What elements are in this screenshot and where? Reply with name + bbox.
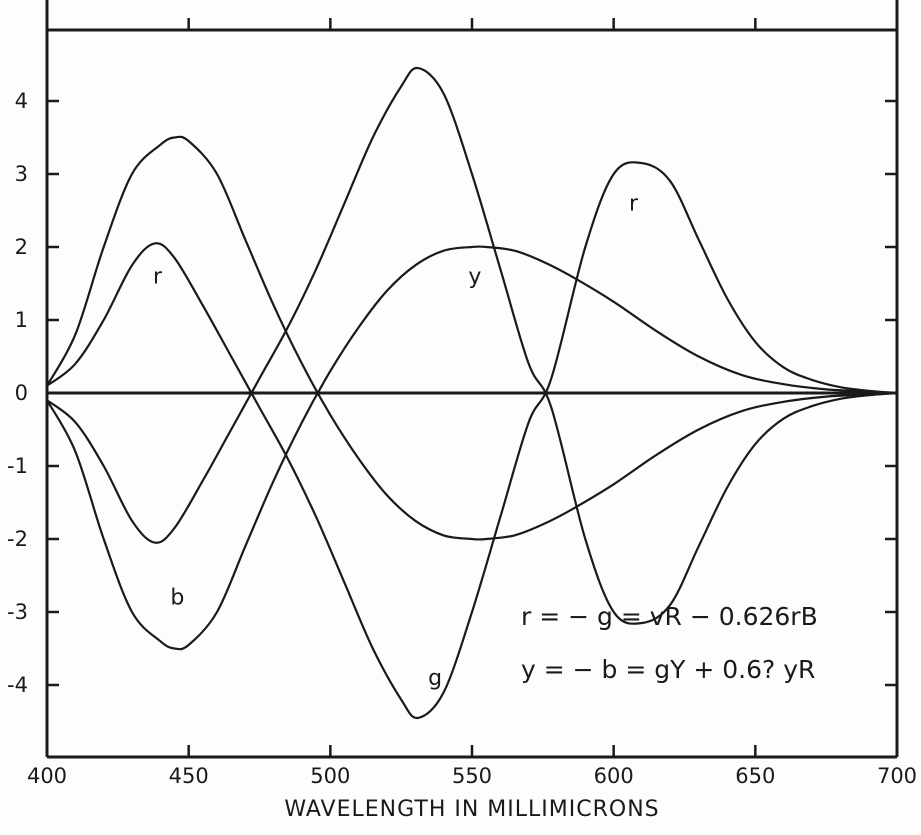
y-tick-label: -2 xyxy=(7,527,28,551)
axis-ticks xyxy=(45,18,899,757)
equation-1: r = − g = vR − 0.626rB xyxy=(521,602,818,631)
x-tick-label: 500 xyxy=(310,764,350,788)
curve-label-b: b xyxy=(170,586,184,611)
y-tick-label: 2 xyxy=(15,235,28,259)
curve-label-g: g xyxy=(428,666,442,691)
x-tick-label: 400 xyxy=(27,764,67,788)
x-tick-label: 700 xyxy=(877,764,917,788)
curve-label-r: r xyxy=(153,265,163,290)
curve-labels: r r y b g xyxy=(153,192,639,692)
series-g-line xyxy=(45,66,899,625)
y-tick-label: 0 xyxy=(15,381,28,405)
series-y-line xyxy=(45,245,899,651)
y-tick-label: 4 xyxy=(15,89,28,113)
curve-label-r: r xyxy=(629,192,639,217)
curves xyxy=(45,66,899,720)
x-axis-title: WAVELENGTH IN MILLIMICRONS xyxy=(284,797,659,822)
y-tick-label: 3 xyxy=(15,162,28,186)
equation-2: y = − b = gY + 0.6? yR xyxy=(521,655,815,684)
y-tick-label: -4 xyxy=(7,673,28,697)
series-b-line xyxy=(45,135,899,541)
x-tick-label: 450 xyxy=(169,764,209,788)
tick-labels: 400 450 500 550 600 650 700 4 3 2 1 0 -1 -2 -3 -4 xyxy=(7,89,917,788)
x-tick-label: 550 xyxy=(452,764,492,788)
curve-label-y: y xyxy=(468,265,481,290)
y-tick-label: -3 xyxy=(7,600,28,624)
y-tick-label: 1 xyxy=(15,308,28,332)
x-tick-label: 650 xyxy=(735,764,775,788)
series-r-line xyxy=(45,161,899,720)
y-tick-label: -1 xyxy=(7,454,28,478)
x-tick-label: 600 xyxy=(594,764,634,788)
plot-frame xyxy=(45,0,899,759)
